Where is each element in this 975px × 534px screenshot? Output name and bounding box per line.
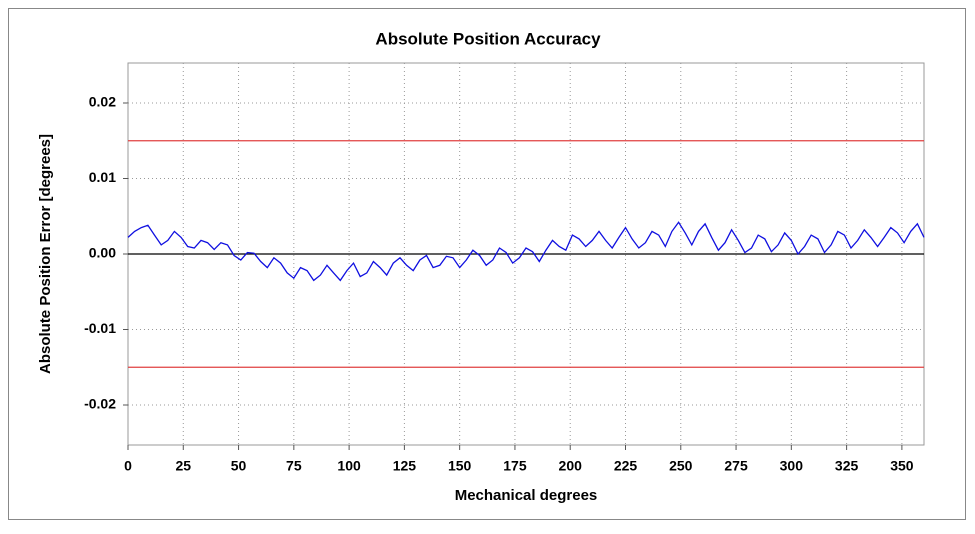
x-tick-label: 350	[890, 458, 914, 474]
y-axis-label: Absolute Position Error [degrees]	[37, 134, 54, 374]
x-tick-label: 300	[780, 458, 804, 474]
y-tick-label: -0.01	[84, 320, 116, 336]
x-tick-label: 225	[614, 458, 638, 474]
data-line	[127, 221, 925, 282]
x-tick-label: 0	[124, 458, 132, 474]
x-tick-label: 50	[231, 458, 247, 474]
x-tick-label: 150	[448, 458, 472, 474]
y-tick-label: 0.00	[89, 245, 116, 261]
y-tick-label: 0.01	[89, 169, 116, 185]
x-tick-label: 325	[835, 458, 859, 474]
x-tick-label: 200	[559, 458, 583, 474]
x-tick-label: 125	[393, 458, 417, 474]
x-tick-label: 175	[503, 458, 527, 474]
x-tick-label: 100	[337, 458, 361, 474]
y-tick-label: 0.02	[89, 94, 116, 110]
chart-title: Absolute Position Accuracy	[375, 29, 601, 48]
x-axis-label: Mechanical degrees	[455, 487, 598, 504]
x-tick-label: 275	[724, 458, 748, 474]
y-tick-label: -0.02	[84, 396, 116, 412]
x-tick-label: 250	[669, 458, 693, 474]
x-tick-label: 25	[175, 458, 191, 474]
x-tick-label: 75	[286, 458, 302, 474]
